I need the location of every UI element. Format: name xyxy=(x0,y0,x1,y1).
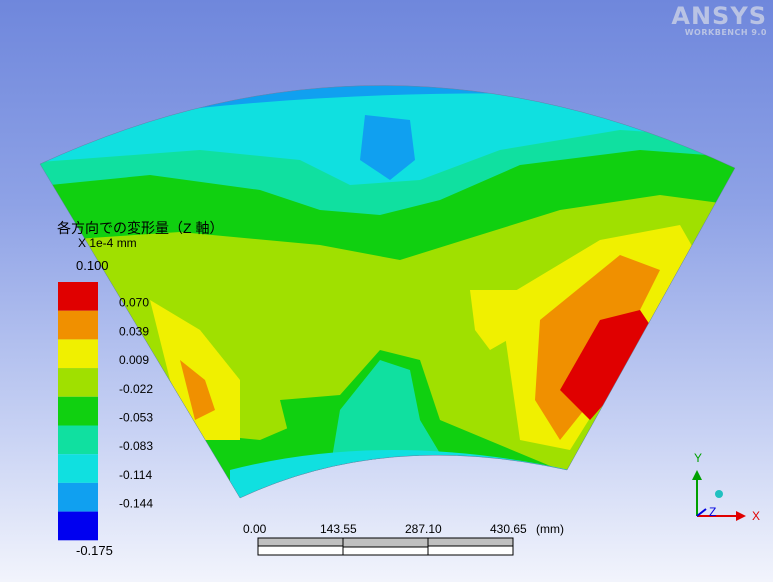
triad-z-label: Z xyxy=(709,505,716,519)
legend-band-label-6: -0.114 xyxy=(119,468,152,482)
legend-band-label-0: 0.070 xyxy=(119,296,149,310)
scale-tick-2: 287.10 xyxy=(405,522,442,536)
legend-band-4 xyxy=(58,396,98,426)
scale-tick-0: 0.00 xyxy=(243,522,267,536)
legend-title: 各方向での変形量（Z 軸） xyxy=(57,220,224,236)
legend-band-1 xyxy=(58,310,98,340)
legend-band-7 xyxy=(58,482,98,512)
scale-tick-1: 143.55 xyxy=(320,522,357,536)
legend-band-label-4: -0.053 xyxy=(119,411,153,425)
logo-brand: ANSYS xyxy=(671,2,767,30)
triad-y-label: Y xyxy=(694,451,702,465)
scale-bar: 0.00 143.55 287.10 430.65 (mm) xyxy=(243,522,564,556)
legend-color-bar xyxy=(58,282,98,541)
legend-min-label: -0.175 xyxy=(76,543,113,558)
legend-band-label-3: -0.022 xyxy=(119,382,153,396)
legend-band-label-7: -0.144 xyxy=(119,497,153,511)
legend-band-label-2: 0.009 xyxy=(119,353,149,367)
scale-unit: (mm) xyxy=(536,522,564,536)
legend-band-6 xyxy=(58,454,98,483)
scale-tick-3: 430.65 xyxy=(490,522,527,536)
legend-labels: 0.070 0.039 0.009 -0.022 -0.053 -0.083 -0.114 -… xyxy=(119,296,153,511)
axis-triad[interactable]: Y X Z xyxy=(692,451,760,523)
legend-band-8 xyxy=(58,511,98,541)
legend-band-label-1: 0.039 xyxy=(119,324,149,338)
legend-unit: X 1e-4 mm xyxy=(78,236,137,250)
legend-band-label-5: -0.083 xyxy=(119,439,153,453)
legend-band-5 xyxy=(58,425,98,455)
legend-max-label: 0.100 xyxy=(76,258,109,273)
legend-band-3 xyxy=(58,368,98,397)
logo-sub: WORKBENCH 9.0 xyxy=(684,28,767,37)
triad-x-label: X xyxy=(752,509,760,523)
legend-band-2 xyxy=(58,339,98,369)
ansys-logo: ANSYS WORKBENCH 9.0 xyxy=(671,4,767,37)
legend-band-0 xyxy=(58,282,98,311)
